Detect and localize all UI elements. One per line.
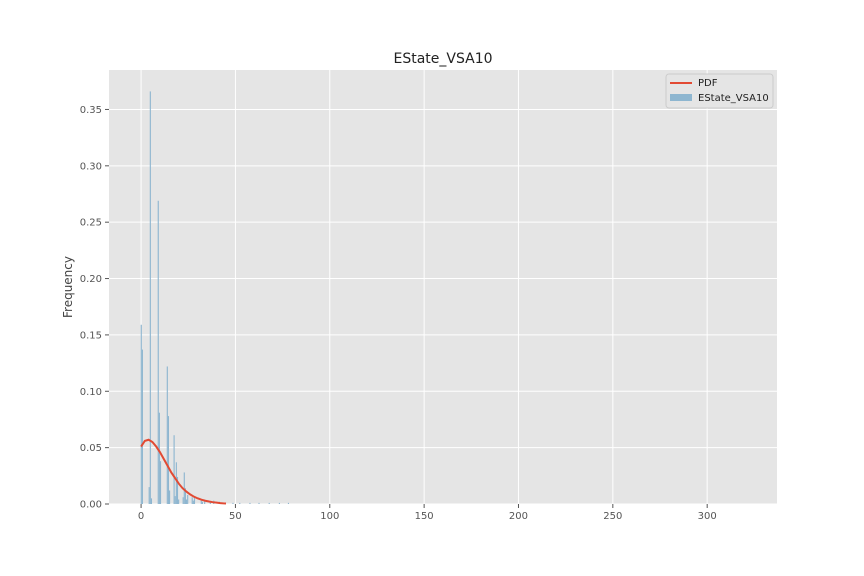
histogram-bar bbox=[209, 501, 211, 504]
legend-histogram-label: EState_VSA10 bbox=[698, 93, 769, 104]
histogram-bar bbox=[141, 349, 143, 504]
histogram-bar bbox=[173, 435, 175, 504]
histogram-bar bbox=[166, 366, 168, 504]
histogram-bar bbox=[178, 499, 180, 504]
histogram-bar bbox=[158, 412, 160, 504]
x-tick-label: 50 bbox=[229, 511, 242, 522]
histogram-bar bbox=[149, 91, 151, 504]
y-tick-label: 0.10 bbox=[80, 387, 102, 398]
histogram-bar bbox=[140, 324, 142, 504]
histogram-bar bbox=[201, 501, 203, 504]
y-tick-label: 0.20 bbox=[80, 274, 102, 285]
histogram-bar bbox=[278, 502, 280, 504]
histogram-bar bbox=[183, 472, 185, 504]
x-tick-label: 150 bbox=[415, 511, 434, 522]
histogram-bar bbox=[176, 476, 179, 504]
x-axis-ticks: 0 50 100 150 200 250 300 bbox=[138, 504, 717, 522]
histogram-bar bbox=[200, 500, 202, 504]
histogram-bar bbox=[249, 502, 251, 504]
histogram-bars bbox=[140, 91, 290, 504]
legend-pdf-label: PDF bbox=[698, 78, 718, 89]
histogram-bar bbox=[258, 502, 260, 504]
histogram-bar bbox=[232, 502, 234, 504]
histogram-bar bbox=[193, 496, 196, 504]
legend-box bbox=[665, 73, 774, 109]
histogram-bar bbox=[174, 496, 176, 504]
histogram-bar bbox=[239, 502, 241, 504]
histogram-bar bbox=[287, 502, 290, 504]
histogram-bar bbox=[182, 497, 184, 504]
chart-title: EState_VSA10 bbox=[393, 51, 492, 67]
histogram-bar bbox=[148, 487, 150, 504]
y-tick-label: 0.05 bbox=[80, 443, 102, 454]
y-tick-label: 0.00 bbox=[80, 500, 102, 511]
legend-histogram-swatch bbox=[670, 94, 692, 101]
y-tick-label: 0.35 bbox=[80, 105, 102, 116]
x-tick-label: 300 bbox=[698, 511, 717, 522]
histogram-bar bbox=[159, 461, 162, 504]
x-tick-label: 0 bbox=[138, 511, 144, 522]
histogram-bar bbox=[184, 488, 186, 504]
histogram-bar bbox=[185, 499, 188, 504]
x-tick-label: 100 bbox=[320, 511, 339, 522]
plot-area bbox=[109, 70, 777, 504]
histogram-bar bbox=[169, 490, 171, 504]
histogram-bar bbox=[187, 494, 189, 504]
y-tick-label: 0.25 bbox=[80, 218, 102, 229]
y-tick-label: 0.15 bbox=[80, 330, 102, 341]
histogram-bar bbox=[175, 462, 177, 504]
histogram-bar bbox=[167, 416, 170, 504]
y-axis-title: Frequency bbox=[61, 256, 75, 318]
histogram-bar bbox=[192, 500, 194, 504]
histogram-bar bbox=[268, 502, 270, 504]
histogram-bar bbox=[191, 497, 193, 504]
legend: PDF EState_VSA10 bbox=[665, 73, 774, 109]
histogram-bar bbox=[204, 499, 206, 504]
y-tick-label: 0.30 bbox=[80, 161, 102, 172]
histogram-bar bbox=[150, 498, 153, 504]
y-axis-ticks: 0.00 0.05 0.10 0.15 0.20 0.25 0.30 0.35 bbox=[80, 105, 109, 511]
x-tick-label: 250 bbox=[603, 511, 622, 522]
histogram-bar bbox=[157, 200, 159, 504]
x-tick-label: 200 bbox=[509, 511, 528, 522]
pdf-curve bbox=[140, 438, 227, 505]
pdf-line bbox=[140, 438, 227, 505]
